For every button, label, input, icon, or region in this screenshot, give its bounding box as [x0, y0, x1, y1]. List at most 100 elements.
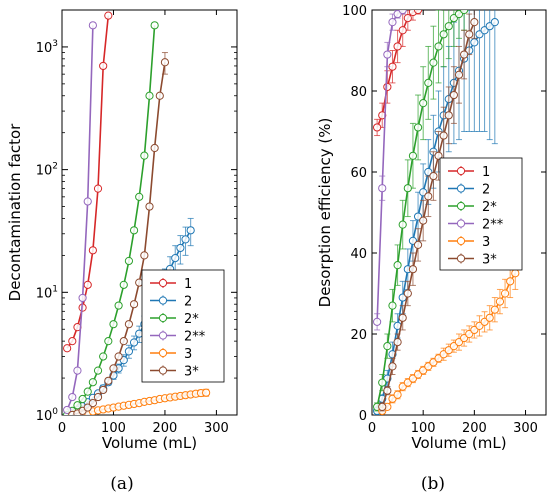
data-point — [465, 30, 474, 39]
x-tick-label: 0 — [368, 421, 376, 436]
data-point — [383, 386, 392, 395]
legend-marker — [456, 166, 466, 176]
data-point — [408, 265, 418, 274]
data-point — [383, 50, 392, 59]
y-tick-label: 100 — [342, 4, 367, 19]
data-point — [490, 18, 499, 27]
data-point — [93, 392, 103, 402]
y-axis-label: Desorption efficiency (%) — [316, 118, 334, 308]
data-point — [114, 352, 123, 361]
legend-marker — [456, 254, 466, 263]
y-tick-label: 100 — [36, 407, 59, 424]
data-point — [495, 297, 505, 306]
legend-box — [141, 269, 225, 383]
data-point — [93, 184, 103, 193]
data-point — [398, 26, 407, 35]
legend-label: 2 — [482, 183, 490, 198]
panel-b-label: (b) — [421, 474, 445, 494]
data-point — [83, 403, 92, 412]
series-3* — [68, 52, 170, 415]
data-point — [78, 293, 87, 303]
data-point — [63, 344, 72, 353]
x-tick-label: 100 — [411, 421, 436, 436]
panel-a-label: (a) — [110, 474, 133, 494]
data-point — [68, 392, 77, 402]
data-point — [186, 226, 195, 235]
data-point — [460, 10, 469, 15]
data-point — [124, 347, 134, 356]
data-point — [383, 82, 392, 92]
series-2* — [63, 21, 159, 415]
x-tick-label: 300 — [204, 421, 229, 436]
data-point — [171, 254, 180, 263]
data-point — [439, 30, 448, 39]
data-point — [500, 289, 510, 298]
series-3* — [378, 10, 479, 412]
data-point — [83, 197, 92, 206]
data-point — [88, 399, 97, 408]
series-2* — [373, 10, 469, 412]
data-point — [444, 111, 453, 120]
data-point — [490, 305, 499, 314]
series-line — [66, 25, 156, 415]
series-line — [376, 10, 419, 128]
data-point — [99, 385, 108, 395]
legend-marker — [456, 184, 466, 193]
legend-label: 2* — [482, 200, 497, 215]
x-tick-label: 200 — [462, 421, 487, 436]
y-tick-label: 0 — [359, 409, 367, 424]
series-2** — [63, 21, 97, 415]
data-point — [181, 235, 190, 244]
data-point — [124, 320, 134, 329]
x-tick-label: 0 — [58, 421, 66, 436]
data-point — [511, 269, 520, 278]
data-point — [388, 362, 397, 371]
data-point — [393, 390, 402, 399]
data-point — [129, 338, 139, 347]
data-point — [140, 151, 149, 160]
y-tick-label: 40 — [350, 247, 367, 262]
data-point — [78, 394, 87, 404]
data-point — [413, 10, 423, 15]
data-point — [73, 401, 82, 410]
data-point — [104, 337, 113, 346]
y-tick-label: 20 — [350, 328, 367, 343]
y-tick-label: 101 — [36, 284, 58, 301]
data-point — [83, 387, 92, 396]
x-tick-label: 300 — [513, 421, 538, 436]
data-point — [119, 337, 128, 346]
legend-marker — [456, 236, 466, 246]
data-point — [88, 21, 97, 30]
data-point — [109, 364, 118, 373]
legend-label: 2** — [184, 330, 206, 345]
data-point — [434, 42, 443, 51]
data-point — [470, 18, 479, 27]
legend-marker — [158, 313, 168, 323]
series-1 — [373, 10, 423, 137]
data-point — [444, 22, 453, 31]
data-point — [408, 151, 418, 160]
data-point — [93, 366, 103, 375]
y-tick-label: 60 — [350, 166, 367, 181]
series-line — [66, 25, 94, 411]
data-point — [88, 378, 97, 387]
legend: 1 2 2* 2** 3 3* — [141, 269, 225, 383]
plot-frame — [61, 9, 238, 416]
y-tick-label: 102 — [36, 162, 58, 179]
data-point — [378, 184, 387, 193]
legend-label: 3* — [184, 365, 199, 380]
data-point — [104, 376, 113, 385]
data-point — [429, 58, 438, 67]
legend-label: 3 — [482, 235, 490, 250]
series-2** — [373, 10, 407, 331]
legend-label: 2 — [184, 295, 192, 310]
data-point — [129, 300, 139, 309]
data-point — [388, 18, 397, 27]
series-3 — [68, 388, 211, 415]
legend-marker — [456, 201, 466, 211]
data-point — [403, 184, 412, 193]
data-point — [393, 338, 402, 347]
